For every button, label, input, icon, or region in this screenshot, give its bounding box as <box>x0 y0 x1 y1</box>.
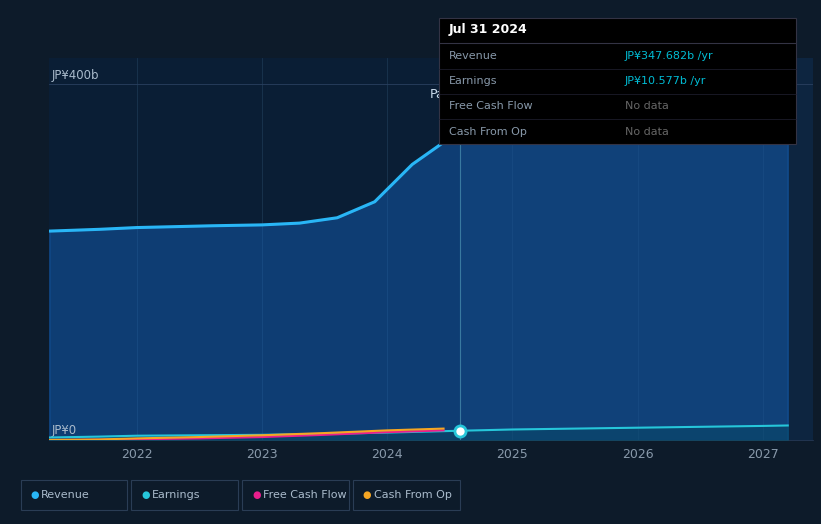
Text: Past: Past <box>430 88 456 101</box>
Text: JP¥400b: JP¥400b <box>52 69 99 82</box>
Text: Earnings: Earnings <box>152 490 200 500</box>
Text: JP¥347.682b /yr: JP¥347.682b /yr <box>625 51 713 61</box>
Text: Cash From Op: Cash From Op <box>374 490 452 500</box>
Text: No data: No data <box>625 101 669 112</box>
Text: Jul 31 2024: Jul 31 2024 <box>449 23 528 36</box>
Text: ●: ● <box>30 490 39 500</box>
Text: ●: ● <box>141 490 149 500</box>
Text: Revenue: Revenue <box>449 51 498 61</box>
Text: Free Cash Flow: Free Cash Flow <box>263 490 346 500</box>
Text: ●: ● <box>252 490 260 500</box>
Text: Earnings: Earnings <box>449 76 498 86</box>
Text: ●: ● <box>363 490 371 500</box>
Text: Free Cash Flow: Free Cash Flow <box>449 101 533 112</box>
Text: JP¥10.577b /yr: JP¥10.577b /yr <box>625 76 706 86</box>
Text: Analysts Forecasts: Analysts Forecasts <box>466 88 582 101</box>
Text: Cash From Op: Cash From Op <box>449 126 527 137</box>
Text: Revenue: Revenue <box>41 490 89 500</box>
Text: JP¥0: JP¥0 <box>52 424 77 438</box>
Bar <box>460 58 813 440</box>
Text: No data: No data <box>625 126 669 137</box>
